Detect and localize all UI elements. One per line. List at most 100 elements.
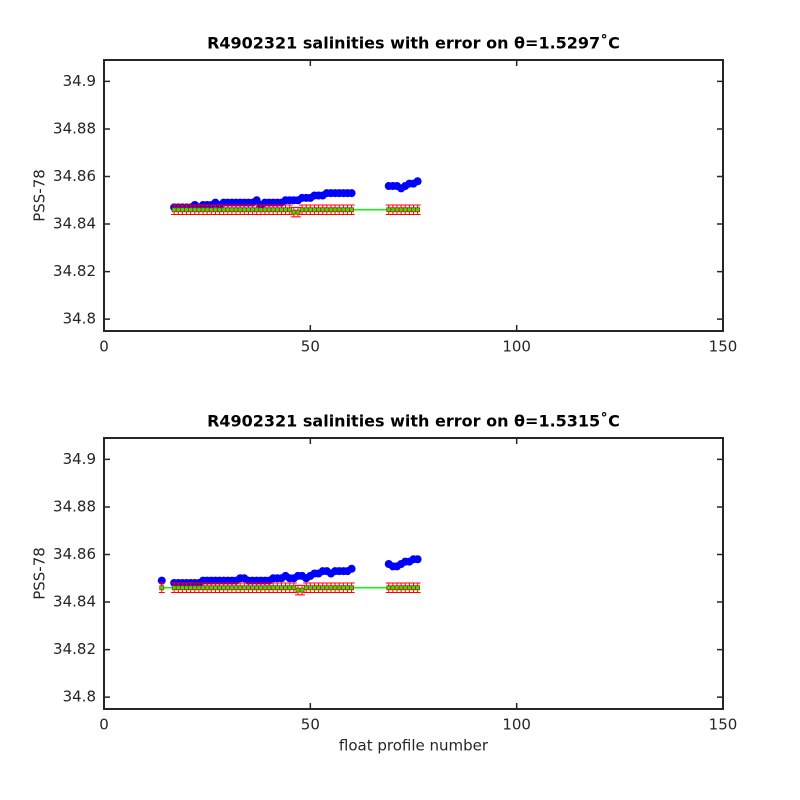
chart-title: R4902321 salinities with error on θ=1.53… (207, 412, 620, 431)
mapped-point (402, 207, 408, 213)
mapped-point (336, 207, 342, 213)
mapped-point (307, 585, 313, 591)
mapped-point (229, 207, 235, 213)
mapped-point (196, 585, 202, 591)
mapped-point (188, 207, 194, 213)
plot-area (103, 59, 724, 332)
chart-title: R4902321 salinities with error on θ=1.52… (207, 34, 620, 53)
y-tick-label: 34.9 (63, 72, 96, 90)
mapped-point (270, 585, 276, 591)
mapped-point (254, 207, 260, 213)
x-axis-label: float profile number (339, 737, 489, 755)
mapped-point (241, 585, 247, 591)
y-tick-label: 34.8 (63, 310, 96, 328)
mapped-point (287, 585, 293, 591)
mapped-point (394, 207, 400, 213)
mapped-point (390, 585, 396, 591)
mapped-point (283, 585, 288, 591)
mapped-point (246, 585, 251, 591)
float-point (347, 564, 356, 573)
y-axis-label: PSS-78 (31, 169, 49, 222)
mapped-point (340, 585, 346, 591)
mapped-point (390, 207, 396, 213)
mapped-point (279, 207, 284, 213)
mapped-point (200, 585, 206, 591)
mapped-point (340, 207, 346, 213)
mapped-point (233, 207, 239, 213)
mapped-point (221, 585, 227, 591)
mapped-point (274, 207, 280, 213)
mapped-point (192, 207, 198, 213)
mapped-point (316, 585, 321, 591)
mapped-point (204, 207, 210, 213)
mapped-point (266, 585, 272, 591)
mapped-point (200, 207, 206, 213)
mapped-point (386, 207, 392, 213)
mapped-point (180, 207, 185, 213)
mapped-point (345, 585, 350, 591)
mapped-point (287, 207, 293, 213)
mapped-point (398, 207, 404, 213)
mapped-point (299, 207, 305, 213)
mapped-point (402, 585, 408, 591)
mapped-point (411, 585, 416, 591)
mapped-point (332, 585, 338, 591)
mapped-point (299, 587, 305, 593)
mapped-point (171, 585, 177, 591)
y-tick-label: 34.8 (63, 688, 96, 706)
mapped-point (328, 207, 334, 213)
y-tick-label: 34.82 (53, 640, 96, 658)
mapped-point (241, 207, 247, 213)
mapped-point (279, 585, 284, 591)
mapped-point (316, 207, 321, 213)
mapped-point (237, 207, 243, 213)
float-point (347, 189, 356, 198)
mapped-point (274, 585, 280, 591)
mapped-point (229, 585, 235, 591)
x-tick-label: 50 (301, 338, 320, 356)
mapped-point (307, 207, 313, 213)
y-tick-label: 34.88 (53, 119, 96, 137)
mapped-point (250, 585, 255, 591)
mapped-point (406, 207, 412, 213)
mapped-point (246, 207, 251, 213)
mapped-point (320, 207, 326, 213)
mapped-point (208, 207, 214, 213)
mapped-point (159, 585, 165, 591)
y-tick-label: 34.84 (53, 593, 96, 611)
mapped-point (291, 209, 297, 215)
mapped-point (394, 585, 400, 591)
x-tick-label: 0 (99, 716, 109, 734)
mapped-point (398, 585, 404, 591)
mapped-point (349, 585, 355, 591)
mapped-point (225, 585, 231, 591)
y-tick-label: 34.82 (53, 262, 96, 280)
y-tick-label: 34.9 (63, 450, 96, 468)
mapped-point (291, 585, 297, 591)
mapped-point (332, 207, 338, 213)
x-tick-label: 50 (301, 716, 320, 734)
mapped-point (312, 207, 317, 213)
mapped-point (386, 585, 392, 591)
mapped-point (328, 585, 334, 591)
mapped-point (180, 585, 185, 591)
mapped-point (411, 207, 416, 213)
y-axis-label: PSS-78 (31, 547, 49, 600)
mapped-point (184, 585, 189, 591)
mapped-point (303, 585, 309, 591)
mapped-point (415, 585, 421, 591)
mapped-point (262, 585, 268, 591)
mapped-point (175, 207, 181, 213)
float-point (413, 555, 422, 564)
mapped-point (262, 207, 268, 213)
mapped-point (233, 585, 239, 591)
mapped-point (406, 585, 412, 591)
mapped-point (266, 207, 272, 213)
y-tick-label: 34.86 (53, 167, 96, 185)
mapped-point (217, 207, 222, 213)
x-tick-label: 0 (99, 338, 109, 356)
mapped-point (324, 207, 330, 213)
mapped-point (208, 585, 214, 591)
mapped-point (336, 585, 342, 591)
